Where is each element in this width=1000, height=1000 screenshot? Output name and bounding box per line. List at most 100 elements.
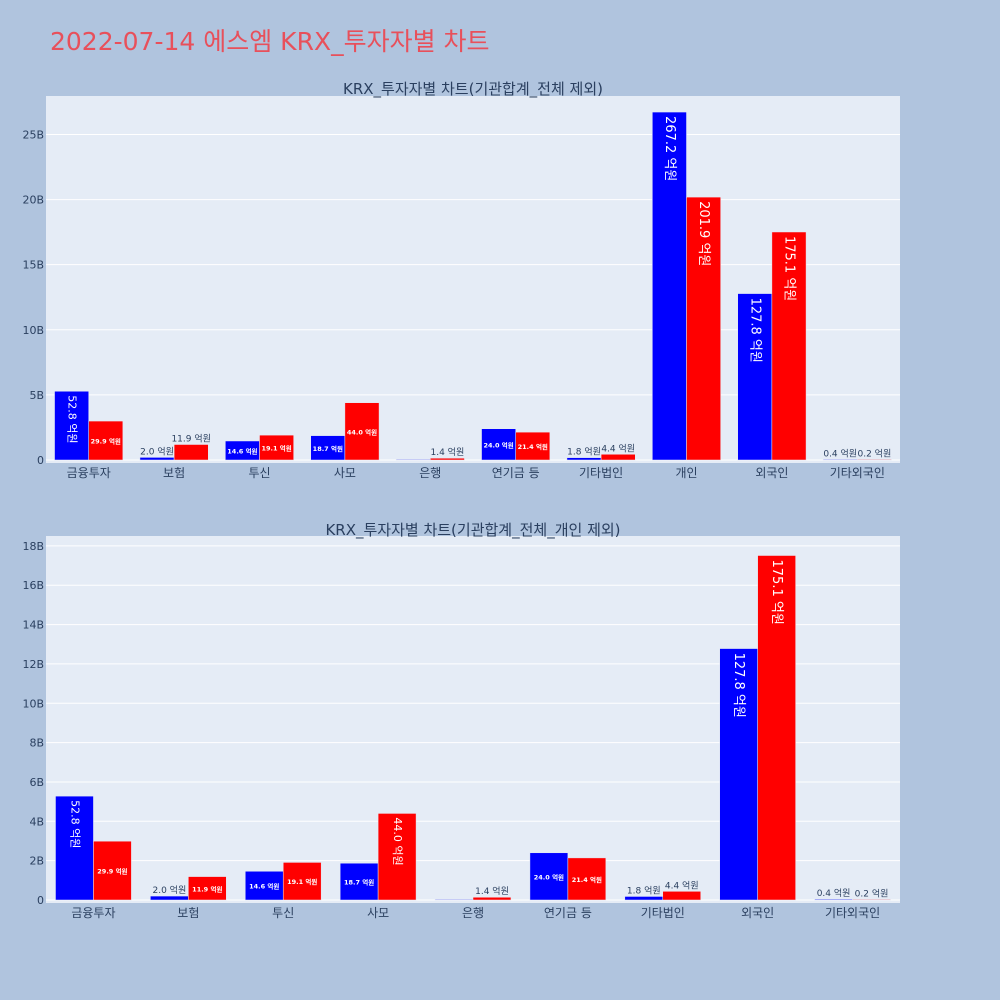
chart1-bar-series-a xyxy=(822,459,858,461)
chart2-bar-series-b xyxy=(757,555,796,901)
chart2-data-label: 24.0 억원 xyxy=(534,872,564,881)
chart2-bar-series-a xyxy=(150,895,189,901)
chart1-bar-series-a xyxy=(652,111,687,461)
chart2-bar-series-a xyxy=(814,898,853,901)
chart2-data-label: 0.4 억원 xyxy=(817,887,851,899)
chart1-bar-series-a xyxy=(139,457,175,461)
chart2-data-label: 0.2 억원 xyxy=(855,887,889,899)
chart1-x-tick-label: 연기금 등 xyxy=(492,466,540,480)
chart1-data-label: 52.8 억원 xyxy=(66,395,79,443)
chart1-data-label: 19.1 억원 xyxy=(261,444,291,453)
chart1-bar-series-a xyxy=(54,390,89,461)
chart1-data-label: 267.2 억원 xyxy=(662,116,677,181)
chart1-data-label: 29.9 억원 xyxy=(91,437,121,446)
chart2-bar-series-b xyxy=(662,891,701,901)
chart1-data-label: 18.7 억원 xyxy=(313,444,343,453)
chart2-data-label: 29.9 억원 xyxy=(97,867,127,876)
chart2-bar-series-b xyxy=(377,813,417,901)
chart1-bar-series-a xyxy=(481,428,516,461)
page-title: 2022-07-14 에스엠 KRX_투자자별 차트 xyxy=(50,27,490,56)
chart1-title: KRX_투자자별 차트(기관합계_전체 제외) xyxy=(343,80,603,99)
chart1-x-tick-label: 은행 xyxy=(419,465,441,480)
chart1-bar-series-a xyxy=(395,459,431,461)
chart1-data-label: 0.2 억원 xyxy=(858,447,892,459)
chart2-bar-series-b xyxy=(188,876,227,901)
chart2-bar-series-a xyxy=(624,896,664,901)
chart2-x-tick-label: 사모 xyxy=(367,906,389,920)
chart1-data-label: 44.0 억원 xyxy=(347,427,377,436)
chart1-bar-series-a xyxy=(737,293,773,461)
chart2-bar-series-b xyxy=(472,896,512,901)
chart2-y-tick-label: 10B xyxy=(22,697,44,710)
chart2-data-label: 1.8 억원 xyxy=(627,884,661,896)
chart1-x-tick-label: 외국인 xyxy=(755,466,788,480)
chart1-bar-series-b xyxy=(173,444,209,461)
chart1-x-tick-label: 투신 xyxy=(248,466,270,480)
chart1-y-tick-label: 25B xyxy=(22,128,44,141)
chart2-data-label: 14.6 억원 xyxy=(249,882,279,891)
chart1-bar-series-b xyxy=(515,431,551,461)
chart1-data-label: 11.9 억원 xyxy=(171,433,210,445)
chart1-data-label: 21.4 억원 xyxy=(518,442,548,451)
chart2-data-label: 21.4 억원 xyxy=(572,875,602,884)
chart1-bar-series-b xyxy=(344,402,380,461)
chart1-y-tick-label: 5B xyxy=(29,389,44,402)
chart2-data-label: 44.0 억원 xyxy=(391,817,404,865)
chart1-bar-series-a xyxy=(566,457,602,461)
chart2-data-label: 175.1 억원 xyxy=(769,560,784,625)
chart2-y-tick-label: 2B xyxy=(29,855,44,868)
chart1-y-tick-label: 0 xyxy=(37,454,44,467)
chart2-data-label: 4.4 억원 xyxy=(665,879,699,891)
chart2-x-tick-label: 기타법인 xyxy=(641,906,685,920)
chart2-y-tick-label: 14B xyxy=(22,619,44,632)
chart1-data-label: 1.4 억원 xyxy=(431,446,465,458)
chart2-bar-series-b xyxy=(852,899,891,901)
chart1-x-tick-label: 보험 xyxy=(163,466,185,480)
chart1-data-label: 4.4 억원 xyxy=(601,442,635,454)
chart1-bar-series-b xyxy=(259,434,294,461)
chart2-bar-series-a xyxy=(434,899,474,901)
chart2-data-label: 18.7 억원 xyxy=(344,878,374,887)
chart1-bar-series-b xyxy=(686,196,721,461)
chart1-data-label: 175.1 억원 xyxy=(781,236,796,301)
chart2-y-tick-label: 16B xyxy=(22,579,44,592)
chart1-x-tick-label: 금융투자 xyxy=(67,466,111,480)
chart1-data-label: 24.0 억원 xyxy=(483,440,513,449)
chart2-x-tick-label: 금융투자 xyxy=(71,906,115,920)
chart1-y-tick-label: 20B xyxy=(22,194,44,207)
chart1-data-label: 127.8 억원 xyxy=(747,298,762,363)
chart2-y-tick-label: 4B xyxy=(29,815,44,828)
chart2-bar-series-a xyxy=(339,862,379,901)
chart2-y-tick-label: 0 xyxy=(37,894,44,907)
chart1-x-tick-label: 개인 xyxy=(675,466,697,480)
chart1-bar-series-b xyxy=(430,457,465,461)
chart2-x-tick-label: 외국인 xyxy=(741,906,774,920)
chart2-y-tick-label: 8B xyxy=(29,737,44,750)
chart2-bar-series-a xyxy=(719,648,758,901)
chart1-y-tick-label: 15B xyxy=(22,259,44,272)
chart2-data-label: 1.4 억원 xyxy=(475,885,509,897)
chart1-bar-series-b xyxy=(88,420,124,461)
chart1-data-label: 1.8 억원 xyxy=(567,446,601,458)
chart1-data-label: 2.0 억원 xyxy=(140,445,174,457)
chart2-data-label: 52.8 억원 xyxy=(68,800,81,848)
chart2-x-tick-label: 연기금 등 xyxy=(544,906,592,920)
chart1-y-tick-label: 10B xyxy=(22,324,44,337)
chart2-title: KRX_투자자별 차트(기관합계_전체_개인 제외) xyxy=(325,521,620,540)
chart2-data-label: 11.9 억원 xyxy=(192,884,222,893)
chart1-bar-series-b xyxy=(600,454,636,461)
chart2-y-tick-label: 6B xyxy=(29,776,44,789)
chart1-data-label: 0.4 억원 xyxy=(823,447,857,459)
chart1-bar-series-b xyxy=(771,231,807,461)
chart2-data-label: 19.1 억원 xyxy=(287,877,317,886)
chart2-data-label: 2.0 억원 xyxy=(152,884,186,896)
chart2-x-tick-label: 은행 xyxy=(462,905,484,920)
chart1-x-tick-label: 기타법인 xyxy=(579,466,623,480)
chart2-x-tick-label: 보험 xyxy=(177,906,199,920)
chart1-data-label: 201.9 억원 xyxy=(696,201,711,266)
chart1-data-label: 14.6 억원 xyxy=(227,446,257,455)
chart2-x-tick-label: 기타외국인 xyxy=(825,906,880,920)
chart2-y-tick-label: 18B xyxy=(22,540,44,553)
